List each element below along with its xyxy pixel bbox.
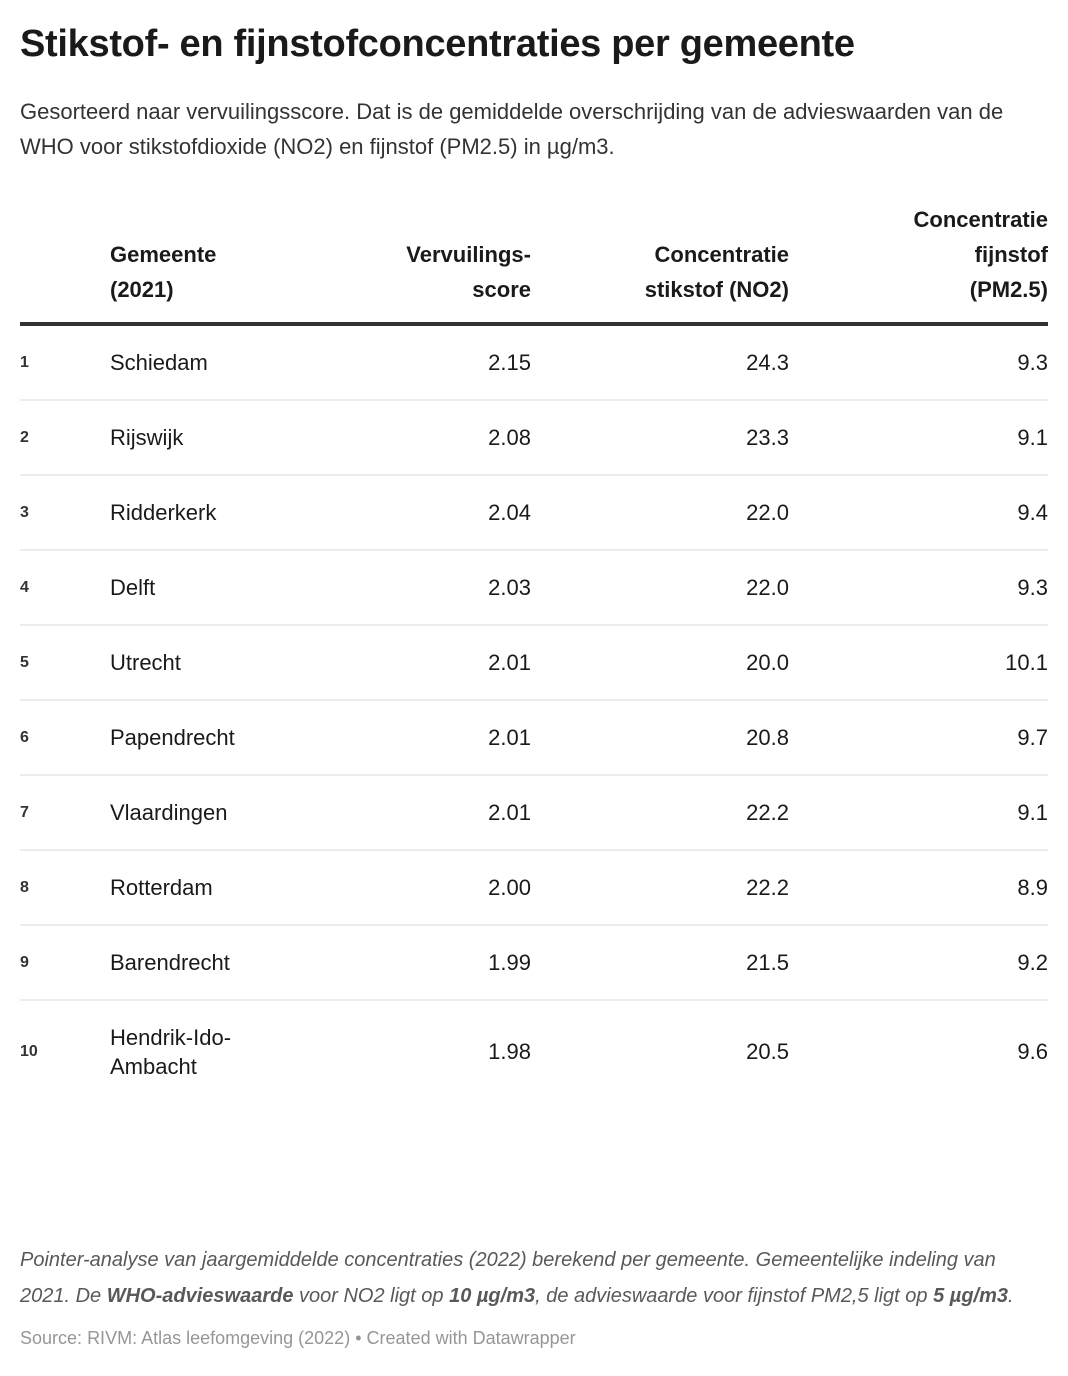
column-header-no2: Concentratie stikstof (NO2) (531, 201, 789, 326)
pm25-cell: 9.3 (1017, 349, 1048, 375)
no2-cell: 20.0 (531, 623, 789, 700)
pm25-cell: 9.7 (789, 698, 1048, 775)
score-cell: 2.04 (310, 473, 531, 550)
no2-cell: 20.8 (531, 698, 789, 775)
column-header-rank (20, 201, 110, 326)
page-title: Stikstof- en fijnstofconcentraties per g… (20, 23, 855, 65)
no2-cell: 23.3 (531, 398, 789, 475)
score-cell: 2.15 (488, 349, 531, 375)
row-rank: 3 (20, 473, 110, 550)
pm25-cell: 9.1 (789, 773, 1048, 850)
table-header-row: Gemeente (2021) Vervuilings- score Conce… (20, 201, 1048, 326)
table-row: 10 Hendrik-Ido-Ambacht 1.98 20.5 9.6 (20, 998, 1048, 1103)
no2-cell: 22.2 (531, 773, 789, 850)
row-rank: 10 (20, 998, 110, 1103)
pm25-cell: 10.1 (789, 623, 1048, 700)
row-rank: 8 (20, 848, 110, 925)
score-cell: 2.03 (310, 548, 531, 625)
no2-cell: 22.0 (531, 473, 789, 550)
score-cell: 2.00 (310, 848, 531, 925)
chart-subtitle: Gesorteerd naar vervuilingsscore. Dat is… (20, 98, 1004, 159)
table-row: 7 Vlaardingen 2.01 22.2 9.1 (20, 773, 1048, 850)
score-cell: 2.01 (310, 698, 531, 775)
table-row: 9 Barendrecht 1.99 21.5 9.2 (20, 923, 1048, 1000)
pm25-cell: 9.3 (789, 548, 1048, 625)
no2-cell: 24.3 (746, 349, 789, 375)
pm25-cell: 9.6 (789, 998, 1048, 1103)
gemeente-cell: Utrecht (110, 623, 310, 700)
pm25-cell: 9.1 (789, 398, 1048, 475)
data-table: Gemeente (2021) Vervuilings- score Conce… (20, 201, 1048, 1103)
no2-cell: 22.0 (531, 548, 789, 625)
pm25-cell: 8.9 (789, 848, 1048, 925)
gemeente-cell: Papendrecht (110, 698, 310, 775)
table-row: 6 Papendrecht 2.01 20.8 9.7 (20, 698, 1048, 775)
row-rank: 4 (20, 548, 110, 625)
table-row: 5 Utrecht 2.01 20.0 10.1 (20, 623, 1048, 700)
chart-notes: Pointer-analyse van jaargemiddelde conce… (20, 1249, 1014, 1307)
score-cell: 2.08 (310, 398, 531, 475)
chart-footer: Pointer-analyse van jaargemiddelde conce… (20, 1242, 1048, 1350)
no2-cell: 21.5 (531, 923, 789, 1000)
gemeente-cell: Rijswijk (110, 398, 310, 475)
row-rank: 2 (20, 398, 110, 475)
no2-cell: 20.5 (531, 998, 789, 1103)
source-label: Source: (20, 1328, 83, 1348)
gemeente-cell: Ridderkerk (110, 473, 310, 550)
gemeente-cell: Delft (110, 548, 310, 625)
row-rank: 1 (20, 353, 29, 371)
table-row: 2 Rijswijk 2.08 23.3 9.1 (20, 398, 1048, 475)
gemeente-cell: Schiedam (110, 349, 208, 375)
separator-dot: • (355, 1328, 362, 1348)
table-row: 3 Ridderkerk 2.04 22.0 9.4 (20, 473, 1048, 550)
gemeente-cell: Rotterdam (110, 848, 310, 925)
no2-cell: 22.2 (531, 848, 789, 925)
datawrapper-credit-link[interactable]: Created with Datawrapper (366, 1328, 576, 1348)
gemeente-cell: Vlaardingen (110, 773, 310, 850)
pm25-cell: 9.2 (789, 923, 1048, 1000)
row-rank: 6 (20, 698, 110, 775)
chart-header: Stikstof- en fijnstofconcentraties per g… (20, 22, 1048, 202)
column-header-score: Vervuilings- score (310, 201, 531, 326)
score-cell: 1.98 (310, 998, 531, 1103)
pm25-cell: 9.4 (789, 473, 1048, 550)
column-header-gemeente: Gemeente (2021) (110, 201, 310, 326)
table-row: 8 Rotterdam 2.00 22.2 8.9 (20, 848, 1048, 925)
row-rank: 5 (20, 623, 110, 700)
gemeente-cell: Hendrik-Ido-Ambacht (110, 998, 310, 1103)
column-header-pm25: Concentratie fijnstof (PM2.5) (789, 201, 1048, 326)
gemeente-cell: Barendrecht (110, 923, 310, 1000)
score-cell: 2.01 (310, 773, 531, 850)
score-cell: 2.01 (310, 623, 531, 700)
table-row: 4 Delft 2.03 22.0 9.3 (20, 548, 1048, 625)
table-row: 1 Schiedam 2.15 24.3 9.3 (20, 324, 1048, 400)
row-rank: 7 (20, 773, 110, 850)
row-rank: 9 (20, 923, 110, 1000)
source-line: Source: RIVM: Atlas leefomgeving (2022) … (20, 1326, 1048, 1350)
score-cell: 1.99 (310, 923, 531, 1000)
source-link[interactable]: RIVM: Atlas leefomgeving (2022) (87, 1328, 351, 1348)
